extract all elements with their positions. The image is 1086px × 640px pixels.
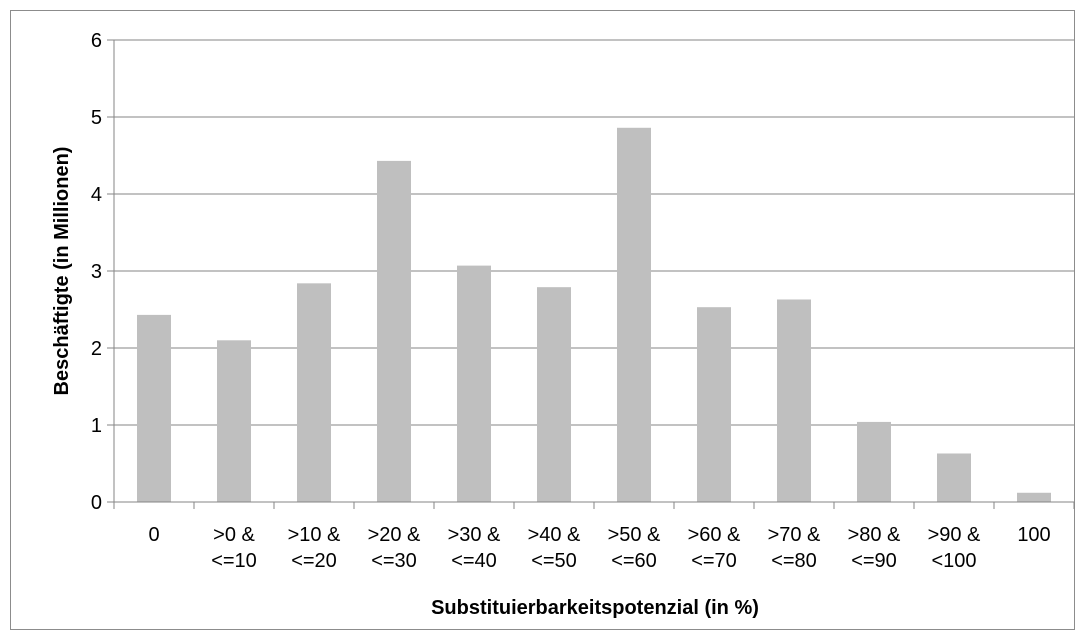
bar: [377, 160, 411, 502]
x-tick-label: >20 & <=30: [368, 524, 421, 572]
x-axis-title: Substituierbarkeitspotenzial (in %): [431, 597, 759, 619]
bar: [617, 127, 651, 502]
bar: [457, 265, 491, 502]
x-tick-label: 100: [1017, 524, 1050, 546]
x-tick-label: >80 & <=90: [848, 524, 901, 572]
x-tick-label: 0: [148, 524, 159, 546]
x-tick-label: >0 & <=10: [211, 524, 257, 572]
bar: [217, 340, 251, 502]
y-tick-label: 3: [91, 261, 102, 283]
bar: [857, 421, 891, 502]
y-tick-label: 6: [91, 30, 102, 52]
x-tick-labels: 0 >0 & <=10 >10 & <=20 >20 & <=30 >30 & <=40 >40 …: [148, 524, 1050, 572]
bar: [1017, 492, 1051, 502]
bar: [937, 453, 971, 502]
bar: [137, 314, 171, 502]
y-tick-labels: 0 1 2 3 4 5 6: [91, 30, 102, 514]
bar: [777, 299, 811, 502]
x-tick-label: >40 & <=50: [528, 524, 581, 572]
y-tick-label: 5: [91, 107, 102, 129]
y-tick-label: 2: [91, 338, 102, 360]
y-tick-label: 0: [91, 492, 102, 514]
y-axis-title: Beschäftigte (in Millionen): [51, 147, 73, 396]
bar: [537, 287, 571, 502]
bar: [697, 307, 731, 502]
y-tick-label: 4: [91, 184, 102, 206]
bar: [297, 283, 331, 502]
gridlines: [114, 39, 1074, 426]
x-tick-label: >90 & <100: [928, 524, 981, 572]
x-tick-label: >60 & <=70: [688, 524, 741, 572]
x-tick-label: >50 & <=60: [608, 524, 661, 572]
axes: [107, 39, 1075, 509]
x-tick-label: >30 & <=40: [448, 524, 501, 572]
y-tick-label: 1: [91, 415, 102, 437]
x-tick-label: >10 & <=20: [288, 524, 341, 572]
bars: [137, 127, 1051, 502]
x-tick-label: >70 & <=80: [768, 524, 821, 572]
